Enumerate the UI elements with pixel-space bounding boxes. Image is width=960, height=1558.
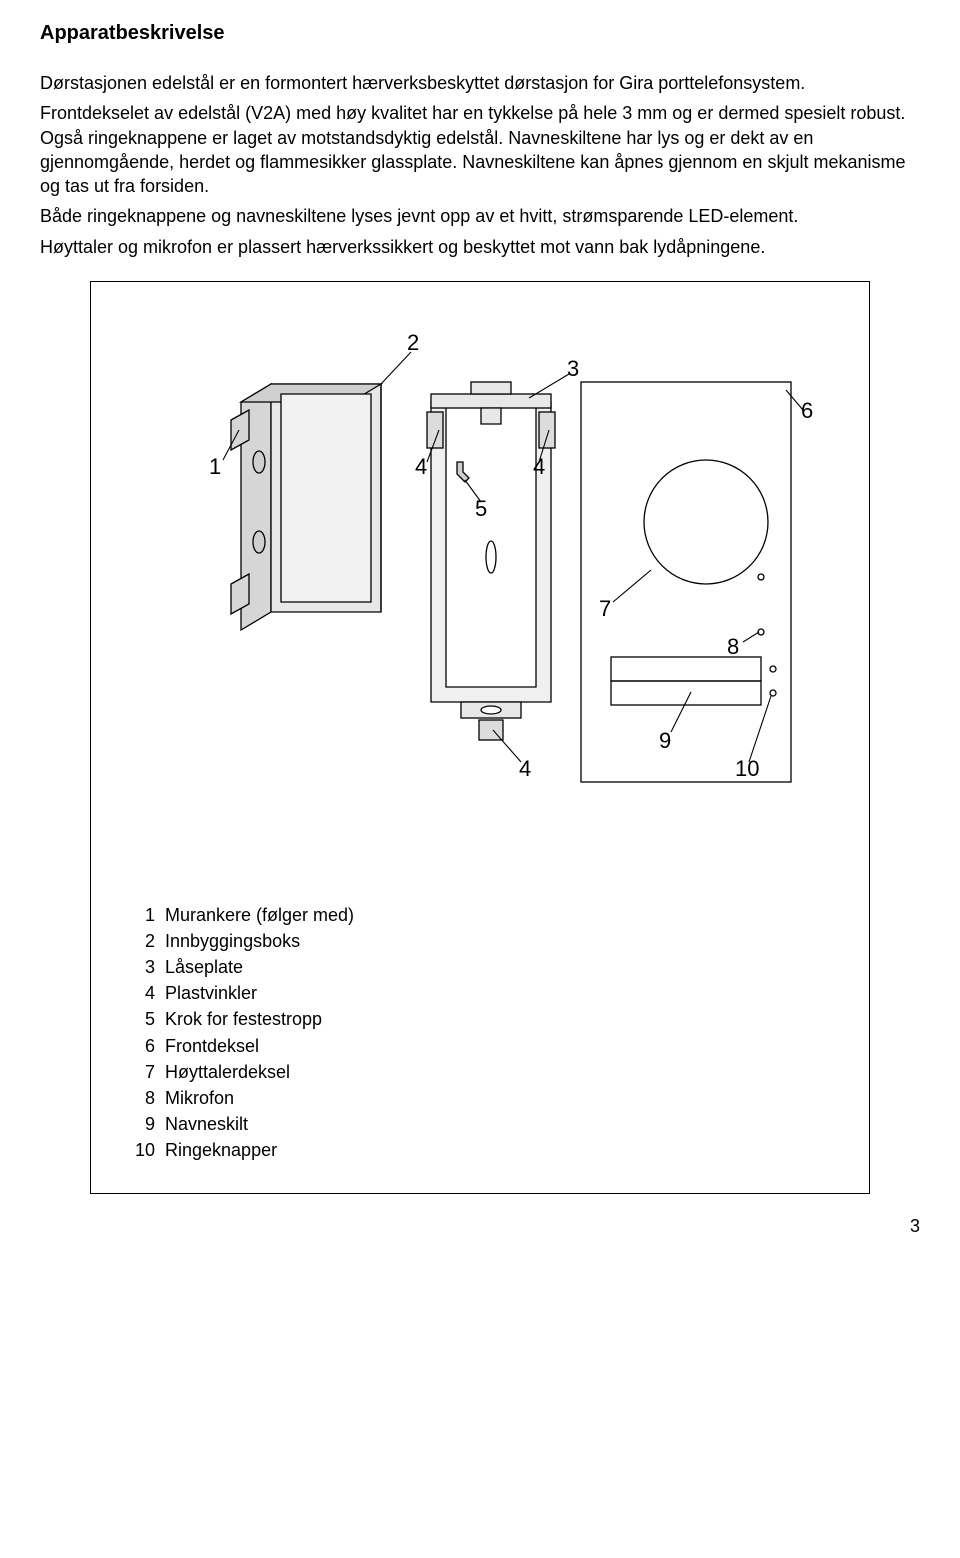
exploded-diagram: 1 2 3 4 4 4 5 6 7 8 9 10 [131, 312, 831, 892]
legend-item: 10Ringeknapper [131, 1137, 829, 1163]
figure-container: 1 2 3 4 4 4 5 6 7 8 9 10 1Murankere (føl… [90, 281, 870, 1194]
legend-item: 8Mikrofon [131, 1085, 829, 1111]
legend-list: 1Murankere (følger med) 2Innbyggingsboks… [131, 902, 829, 1163]
callout-9: 9 [659, 726, 671, 756]
callout-1: 1 [209, 452, 221, 482]
callout-4c: 4 [519, 754, 531, 784]
callout-5: 5 [475, 494, 487, 524]
callout-4a: 4 [415, 452, 427, 482]
page-title: Apparatbeskrivelse [40, 20, 920, 47]
callout-7: 7 [599, 594, 611, 624]
body-paragraph: Frontdekselet av edelstål (V2A) med høy … [40, 101, 920, 198]
page-number: 3 [40, 1214, 920, 1238]
legend-item: 4Plastvinkler [131, 980, 829, 1006]
callout-4b: 4 [533, 452, 545, 482]
body-paragraph: Høyttaler og mikrofon er plassert hærver… [40, 235, 920, 259]
callout-3: 3 [567, 354, 579, 384]
legend-item: 3Låseplate [131, 954, 829, 980]
body-paragraph: Både ringeknappene og navneskiltene lyse… [40, 204, 920, 228]
legend-item: 1Murankere (følger med) [131, 902, 829, 928]
legend-item: 7Høyttalerdeksel [131, 1059, 829, 1085]
body-paragraph: Dørstasjonen edelstål er en formontert h… [40, 71, 920, 95]
callout-2: 2 [407, 328, 419, 358]
callout-10: 10 [735, 754, 759, 784]
legend-item: 2Innbyggingsboks [131, 928, 829, 954]
callout-8: 8 [727, 632, 739, 662]
callout-6: 6 [801, 396, 813, 426]
legend-item: 9Navneskilt [131, 1111, 829, 1137]
legend-item: 5Krok for festestropp [131, 1006, 829, 1032]
legend-item: 6Frontdeksel [131, 1033, 829, 1059]
